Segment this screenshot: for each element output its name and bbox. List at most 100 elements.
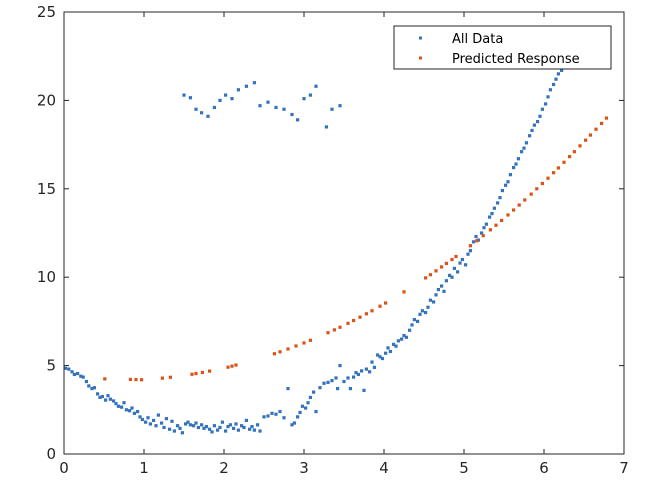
- data-point-all-data: [452, 266, 456, 270]
- data-point-all-data: [234, 422, 238, 426]
- data-point-predicted: [556, 166, 560, 170]
- data-point-all-data: [244, 84, 248, 88]
- data-point-predicted: [440, 265, 444, 269]
- ticks-layer: 0 1 2 3 4 5 6 7 0 5 10 15 20 25: [37, 3, 629, 477]
- data-point-all-data: [380, 356, 384, 361]
- data-point-all-data: [230, 97, 234, 101]
- data-point-all-data: [266, 100, 270, 104]
- data-point-all-data: [336, 386, 340, 391]
- data-point-all-data: [512, 165, 516, 170]
- data-point-all-data: [186, 420, 190, 424]
- data-point-all-data: [176, 424, 180, 428]
- data-point-predicted: [584, 138, 588, 142]
- data-point-all-data: [368, 370, 372, 374]
- data-point-all-data: [164, 417, 168, 421]
- data-point-all-data: [412, 318, 416, 322]
- data-point-all-data: [468, 249, 472, 253]
- data-point-all-data: [372, 365, 376, 369]
- data-point-all-data: [122, 401, 126, 405]
- data-point-predicted: [326, 331, 330, 335]
- data-point-all-data: [318, 386, 322, 390]
- data-point-predicted: [535, 187, 539, 191]
- data-point-predicted: [546, 176, 550, 180]
- data-point-all-data: [296, 118, 300, 122]
- data-point-all-data: [244, 418, 248, 423]
- data-point-all-data: [308, 395, 312, 400]
- data-point-all-data: [170, 419, 174, 423]
- data-point-all-data: [194, 421, 198, 425]
- data-point-all-data: [522, 146, 526, 150]
- data-point-all-data: [370, 360, 374, 364]
- data-point-all-data: [240, 424, 244, 428]
- data-point-all-data: [400, 337, 404, 341]
- data-point-all-data: [202, 426, 206, 430]
- data-point-predicted: [588, 133, 592, 137]
- data-point-all-data: [67, 367, 71, 371]
- data-point-all-data: [256, 423, 260, 427]
- data-point-all-data: [292, 421, 296, 425]
- data-point-all-data: [314, 84, 318, 88]
- data-point-all-data: [152, 418, 156, 423]
- data-point-predicted: [529, 192, 533, 196]
- y-tick-label: 25: [37, 3, 56, 21]
- data-point-all-data: [312, 390, 316, 394]
- data-point-predicted: [494, 223, 498, 227]
- data-point-all-data: [302, 97, 306, 101]
- data-point-predicted: [568, 155, 572, 159]
- data-point-all-data: [250, 424, 254, 429]
- data-point-predicted: [600, 121, 604, 125]
- data-point-all-data: [204, 424, 208, 429]
- data-point-predicted: [384, 301, 388, 305]
- data-point-all-data: [440, 284, 444, 288]
- data-point-all-data: [270, 411, 274, 415]
- data-point-all-data: [330, 379, 334, 383]
- data-point-all-data: [96, 392, 100, 396]
- data-point-predicted: [234, 363, 238, 367]
- data-point-all-data: [290, 423, 294, 427]
- x-tick-label: 6: [539, 459, 549, 477]
- data-point-all-data: [354, 371, 358, 375]
- data-point-all-data: [200, 111, 204, 115]
- data-point-predicted: [190, 372, 194, 376]
- data-point-all-data: [384, 351, 388, 355]
- data-point-all-data: [538, 114, 542, 118]
- data-point-all-data: [306, 401, 310, 405]
- data-point-all-data: [136, 409, 140, 414]
- data-point-all-data: [180, 431, 184, 435]
- data-point-all-data: [200, 423, 204, 427]
- data-point-all-data: [116, 404, 120, 408]
- data-point-all-data: [184, 422, 188, 426]
- data-point-predicted: [506, 213, 510, 217]
- data-point-all-data: [218, 425, 222, 430]
- data-point-all-data: [92, 386, 96, 390]
- data-point-all-data: [210, 430, 214, 434]
- data-point-predicted: [552, 171, 556, 175]
- data-point-all-data: [338, 104, 342, 108]
- data-point-all-data: [76, 371, 80, 376]
- data-point-all-data: [532, 123, 536, 127]
- data-point-predicted: [346, 321, 350, 325]
- data-point-all-data: [338, 364, 342, 368]
- data-point-predicted: [450, 257, 454, 262]
- data-point-predicted: [226, 365, 230, 369]
- x-tick-label: 3: [299, 459, 309, 477]
- axes-box: [63, 11, 625, 455]
- data-point-predicted: [302, 341, 306, 345]
- data-point-all-data: [248, 427, 252, 431]
- data-point-all-data: [120, 405, 124, 409]
- data-point-all-data: [314, 409, 318, 414]
- data-point-all-data: [274, 105, 278, 110]
- data-point-predicted: [468, 244, 472, 248]
- data-point-all-data: [108, 397, 112, 401]
- data-point-all-data: [420, 309, 424, 313]
- data-point-predicted: [140, 378, 144, 382]
- data-point-predicted: [402, 290, 406, 294]
- legend-label-all-data: All Data: [452, 32, 503, 47]
- data-point-all-data: [124, 408, 128, 412]
- data-point-predicted: [286, 347, 290, 351]
- data-point-predicted: [308, 338, 312, 342]
- data-point-predicted: [358, 315, 362, 319]
- data-point-all-data: [182, 93, 186, 97]
- data-point-all-data: [252, 81, 256, 85]
- data-point-all-data: [324, 125, 328, 129]
